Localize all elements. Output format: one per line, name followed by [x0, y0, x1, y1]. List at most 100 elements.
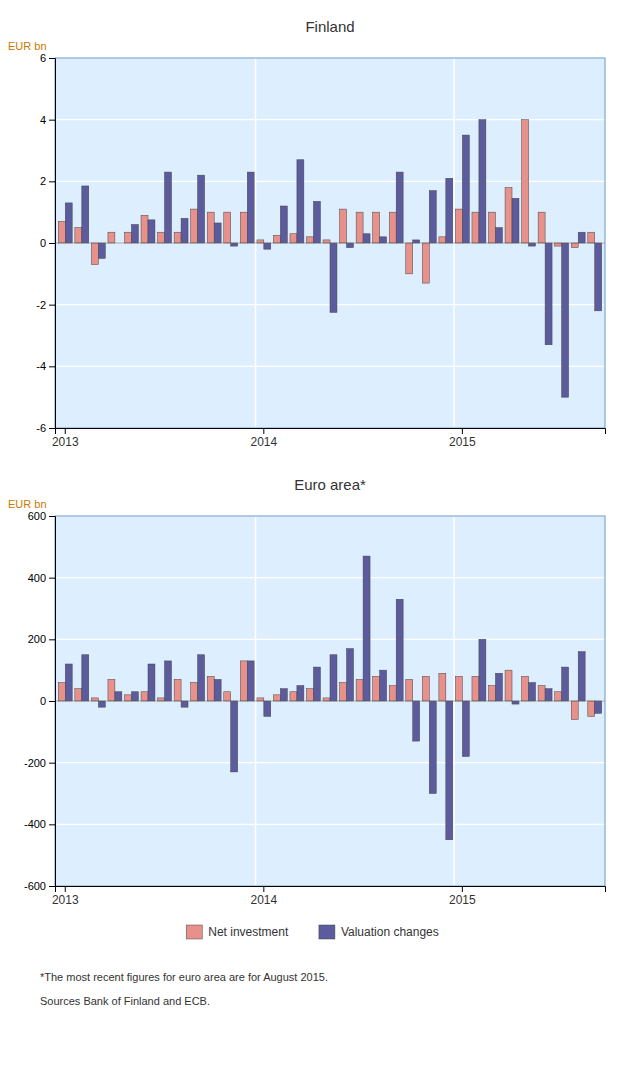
- axis-line: [56, 887, 606, 893]
- bar: [396, 172, 403, 243]
- tick-label: 2: [40, 175, 46, 187]
- bar: [389, 212, 396, 243]
- tick-label: 2015: [449, 435, 476, 449]
- tick-mark: [49, 366, 55, 367]
- bar: [247, 172, 254, 243]
- bar: [65, 664, 72, 701]
- bar: [98, 701, 105, 707]
- tick-mark: [462, 428, 463, 434]
- axis-line: [49, 59, 56, 429]
- tick: -400: [24, 818, 55, 830]
- bar: [422, 243, 429, 283]
- bar: [512, 198, 519, 243]
- bar: [545, 243, 552, 345]
- bar: [131, 225, 138, 244]
- bar: [522, 120, 529, 243]
- tick: 2: [40, 175, 55, 187]
- bar: [297, 686, 304, 701]
- bar: [82, 655, 89, 701]
- bar: [479, 120, 486, 243]
- bar: [429, 701, 436, 794]
- bar: [373, 676, 380, 701]
- y-axis: -6-4-20246: [36, 52, 55, 434]
- axis-label: EUR bn: [8, 498, 47, 510]
- grid-line: [55, 577, 605, 578]
- bar: [446, 178, 453, 243]
- bar: [240, 212, 247, 243]
- legend-label: Net investment: [208, 925, 289, 939]
- bars: [55, 58, 605, 428]
- tick-label: 6: [40, 52, 46, 64]
- tick-mark: [49, 181, 55, 182]
- bar: [115, 692, 122, 701]
- bar: [58, 221, 65, 243]
- bar: [578, 652, 585, 701]
- tick-mark: [49, 886, 55, 887]
- bar: [247, 661, 254, 701]
- bar: [280, 689, 287, 701]
- plot-frame: [55, 58, 605, 428]
- tick: 2015: [449, 428, 476, 449]
- bar: [380, 670, 387, 701]
- bar: [330, 243, 337, 312]
- tick-mark: [263, 428, 264, 434]
- bar: [545, 689, 552, 701]
- bar: [174, 232, 181, 243]
- bar: [495, 673, 502, 701]
- tick-label: -200: [24, 757, 46, 769]
- legend: Net investmentValuation changes: [186, 925, 439, 939]
- title: Finland: [305, 18, 354, 35]
- tick-mark: [65, 886, 66, 892]
- plot-background: [55, 58, 605, 428]
- tick: -200: [24, 757, 55, 769]
- tick-mark: [49, 120, 55, 121]
- tick: 2014: [250, 886, 277, 907]
- bar: [273, 235, 280, 243]
- bar: [439, 673, 446, 701]
- tick-label: 4: [40, 114, 46, 126]
- bar: [280, 206, 287, 243]
- bar: [555, 243, 562, 246]
- bar: [108, 232, 115, 243]
- bar: [214, 223, 221, 243]
- plot-background: [55, 516, 605, 886]
- bar: [75, 689, 82, 701]
- axis-line: [49, 517, 56, 887]
- tick-label: -400: [24, 818, 46, 830]
- bar: [191, 209, 198, 243]
- bar: [340, 683, 347, 702]
- tick-mark: [49, 428, 55, 429]
- bar: [356, 679, 363, 701]
- bar: [141, 215, 148, 243]
- tick-label: 0: [40, 237, 46, 249]
- bar: [571, 701, 578, 720]
- tick: 2013: [52, 886, 79, 907]
- bar: [98, 243, 105, 258]
- bar: [264, 701, 271, 716]
- tick-mark: [49, 305, 55, 306]
- tick: 6: [40, 52, 55, 64]
- bar-series: [58, 661, 594, 720]
- bar: [207, 676, 214, 701]
- grid-line: [55, 366, 605, 367]
- chart: -6-4-20246201320142015FinlandEUR bn-600-…: [0, 0, 625, 1070]
- bar: [207, 212, 214, 243]
- bar: [406, 679, 413, 701]
- bar: [406, 243, 413, 274]
- bar: [313, 667, 320, 701]
- x-axis: 201320142015: [52, 428, 606, 449]
- bar: [290, 692, 297, 701]
- bar-series: [65, 120, 601, 398]
- bar: [595, 701, 602, 713]
- tick: 2014: [250, 428, 277, 449]
- bar: [158, 698, 165, 701]
- bar: [595, 243, 602, 311]
- y-axis: -600-400-2000200400600: [24, 510, 56, 892]
- bar: [273, 695, 280, 701]
- footnotes: *The most recent figures for euro area a…: [40, 971, 328, 1007]
- tick-label: 2013: [52, 893, 79, 907]
- tick-mark: [49, 58, 55, 59]
- bar: [307, 237, 314, 243]
- bar: [131, 692, 138, 701]
- bar: [489, 212, 496, 243]
